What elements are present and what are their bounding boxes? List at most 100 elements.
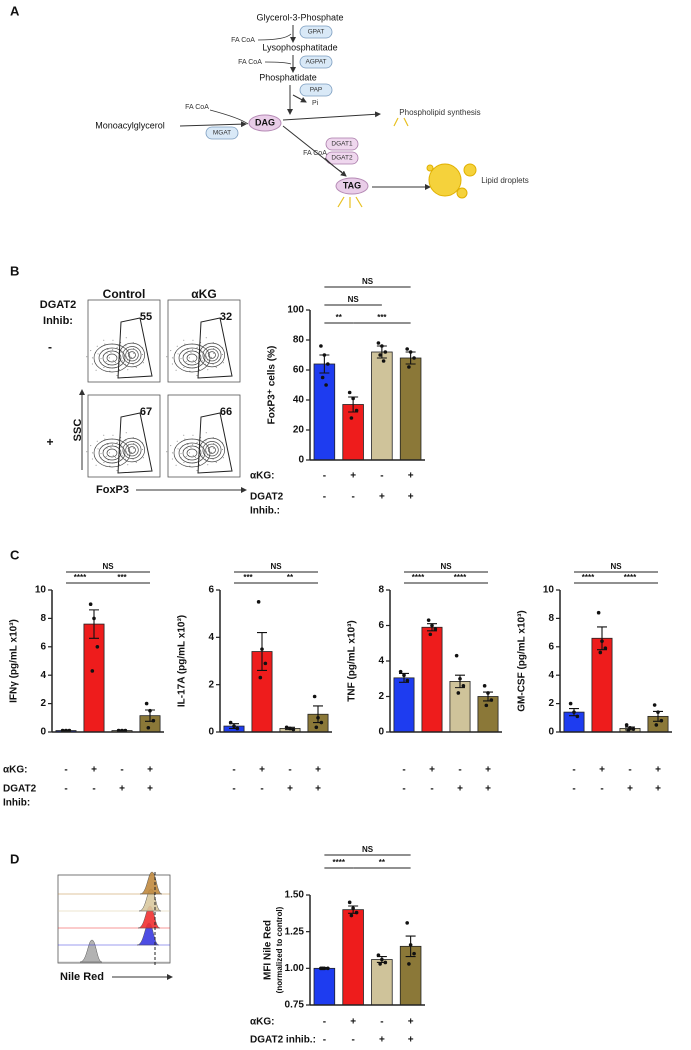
contour xyxy=(205,443,219,457)
significance-label: **** xyxy=(412,573,425,582)
event-dot xyxy=(127,464,129,466)
enzyme-box xyxy=(299,83,333,97)
condition-sign: + xyxy=(119,784,125,795)
data-point xyxy=(235,726,240,731)
gate-percent: 66 xyxy=(220,406,232,418)
condition-sign: - xyxy=(64,784,67,795)
event-dot xyxy=(108,452,110,454)
event-dot xyxy=(205,337,207,339)
event-dot xyxy=(202,360,204,362)
condition-sign: - xyxy=(260,784,263,795)
bar xyxy=(421,626,443,733)
data-point xyxy=(412,356,416,360)
y-tick-label: 1.25 xyxy=(285,926,305,937)
event-dot xyxy=(170,350,172,352)
data-point xyxy=(228,720,233,725)
event-dot xyxy=(180,358,182,360)
event-dot xyxy=(124,363,126,365)
data-point xyxy=(408,350,413,354)
data-point xyxy=(256,600,261,604)
gate-percent: 55 xyxy=(140,311,152,323)
condition-sign: - xyxy=(92,784,95,795)
condition-sign: + xyxy=(599,765,605,776)
event-dot xyxy=(91,458,93,460)
condition-label: αKG: xyxy=(250,1017,274,1028)
y-tick-label: 10 xyxy=(35,585,47,596)
event-dot xyxy=(207,369,209,371)
data-point xyxy=(430,623,434,628)
event-dot xyxy=(122,455,124,457)
event-dot xyxy=(183,461,185,463)
condition-sign: - xyxy=(628,765,631,776)
data-point xyxy=(381,359,386,363)
data-point xyxy=(380,344,384,348)
event-dot xyxy=(97,448,99,450)
event-dot xyxy=(107,348,109,350)
y-tick-label: 6 xyxy=(378,620,384,631)
event-dot xyxy=(221,449,223,451)
event-dot xyxy=(116,470,118,472)
event-dot xyxy=(213,352,215,354)
event-dot xyxy=(187,443,189,445)
cofactor: FA CoA xyxy=(185,104,209,111)
data-point xyxy=(484,703,489,708)
bar xyxy=(342,909,364,1006)
y-tick-label: 10 xyxy=(543,585,555,596)
data-point xyxy=(95,645,100,649)
event-dot xyxy=(183,366,185,368)
enzyme-box xyxy=(325,151,359,165)
event-dot xyxy=(116,347,118,349)
x-axis-label: FoxP3 xyxy=(96,484,129,496)
y-tick-label: 60 xyxy=(293,365,305,376)
data-point xyxy=(575,714,580,719)
event-dot xyxy=(180,453,182,455)
contour xyxy=(98,442,126,464)
event-dot xyxy=(126,359,128,361)
x-axis-label: Nile Red xyxy=(60,971,104,983)
condition-sign: + xyxy=(429,765,435,776)
condition-sign: - xyxy=(323,471,326,482)
event-dot xyxy=(176,440,178,442)
event-dot xyxy=(210,451,212,453)
significance-label: *** xyxy=(243,573,253,582)
bar xyxy=(313,967,336,1006)
significance-label: ** xyxy=(287,573,294,582)
significance-label: **** xyxy=(582,573,595,582)
y-tick-label: 80 xyxy=(293,335,305,346)
event-dot xyxy=(171,452,173,454)
lipid-droplet xyxy=(463,163,477,177)
event-dot xyxy=(176,345,178,347)
y-axis-label: TNF (pg/mL x10³) xyxy=(347,620,358,701)
contour xyxy=(205,348,219,362)
event-dot xyxy=(116,442,118,444)
condition-sign: - xyxy=(600,784,603,795)
data-point xyxy=(144,701,149,706)
event-dot xyxy=(204,458,206,460)
event-dot xyxy=(215,366,217,368)
event-dot xyxy=(103,339,105,341)
condition-sign: - xyxy=(120,765,123,776)
condition-sign: + xyxy=(408,1035,414,1046)
bar xyxy=(393,677,415,733)
event-dot xyxy=(91,452,93,454)
contour xyxy=(186,448,198,458)
event-dot xyxy=(116,375,118,377)
event-dot xyxy=(105,455,107,457)
y-axis-label: (normalized to control) xyxy=(275,906,284,993)
histogram-curve xyxy=(79,939,103,963)
cofactor: FA CoA xyxy=(303,150,327,157)
event-dot xyxy=(122,360,124,362)
event-dot xyxy=(192,349,194,351)
event-dot xyxy=(135,366,137,368)
data-point xyxy=(628,725,632,730)
data-point xyxy=(351,396,355,401)
node-oval xyxy=(335,177,369,195)
data-point xyxy=(151,718,156,723)
event-dot xyxy=(90,350,92,352)
y-tick-label: 1.00 xyxy=(285,963,305,974)
y-axis-label: IL-17A (pg/mL x10³) xyxy=(177,615,188,707)
condition-sign: + xyxy=(259,765,265,776)
event-dot xyxy=(112,454,114,456)
contour xyxy=(122,346,142,364)
